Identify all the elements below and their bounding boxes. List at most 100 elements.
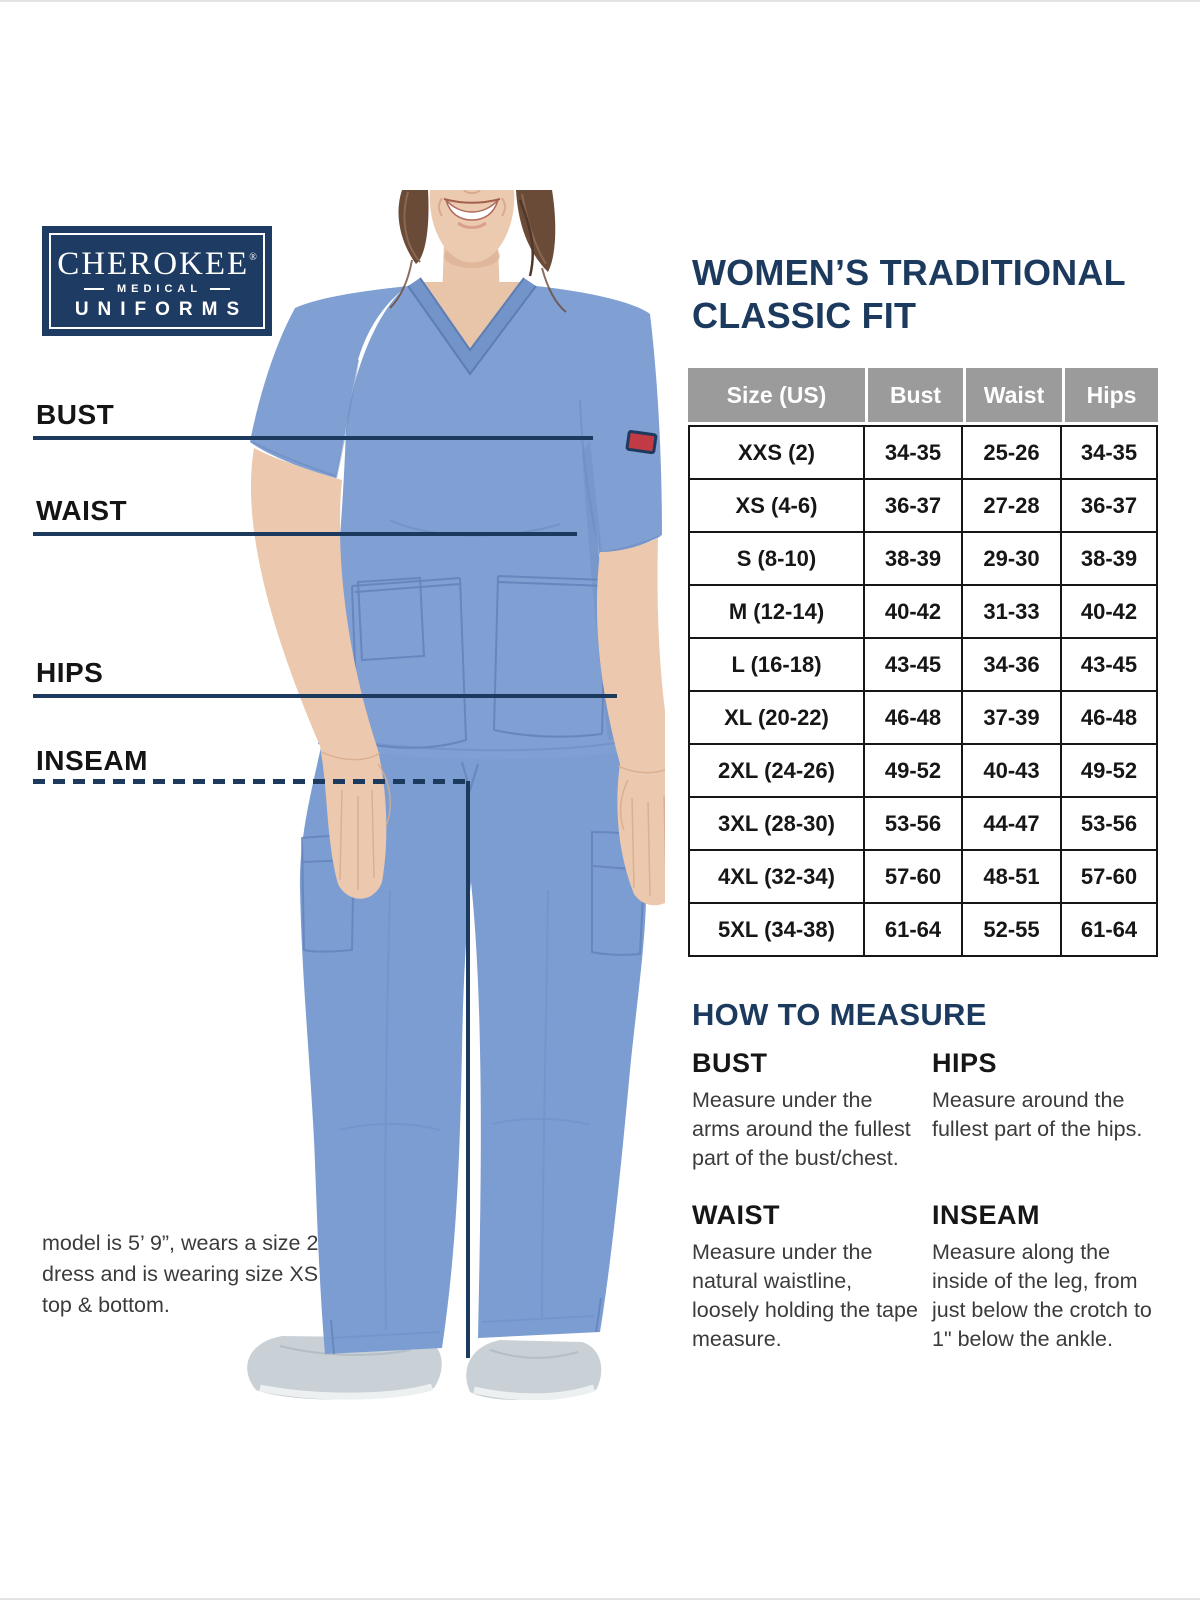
logo-dash-right (210, 287, 231, 290)
measurement-cell: 31-33 (963, 586, 1062, 639)
head-and-neck (398, 190, 556, 368)
measurement-cell: 43-45 (1062, 639, 1158, 692)
column-header: Bust (865, 368, 963, 425)
measure-item-text: Measure along the inside of the leg, fro… (932, 1240, 1152, 1351)
size-cell: 5XL (34-38) (688, 904, 865, 957)
bust-label: BUST (36, 399, 115, 430)
measurement-cell: 61-64 (1062, 904, 1158, 957)
measure-item-text: Measure around the fullest part of the h… (932, 1088, 1143, 1141)
waist-label: WAIST (36, 495, 128, 526)
measurement-cell: 29-30 (963, 533, 1062, 586)
size-cell: XS (4-6) (688, 480, 865, 533)
column-header: Waist (963, 368, 1062, 425)
measure-item-label: BUST (692, 1048, 768, 1078)
inseam-dashed-line (33, 779, 470, 784)
sneakers (247, 1336, 602, 1400)
waist-guide-line (33, 532, 577, 536)
measurement-cell: 44-47 (963, 798, 1062, 851)
measurement-cell: 40-42 (865, 586, 963, 639)
measurement-cell: 36-37 (1062, 480, 1158, 533)
measure-item-hips: HIPS Measure around the fullest part of … (932, 1048, 1162, 1173)
scrub-pants (299, 742, 648, 1355)
measurement-cell: 34-36 (963, 639, 1062, 692)
size-cell: XXS (2) (688, 425, 865, 480)
measurement-cell: 25-26 (963, 425, 1062, 480)
inseam-vertical-line (466, 781, 470, 1358)
table-row: L (16-18) 43-45 34-36 43-45 (688, 639, 1158, 692)
model-note: model is 5’ 9”, wears a size 2 dress and… (42, 1228, 318, 1321)
size-cell: S (8-10) (688, 533, 865, 586)
table-row: 2XL (24-26) 49-52 40-43 49-52 (688, 745, 1158, 798)
model-photo (90, 190, 665, 1400)
measure-item-waist: WAIST Measure under the natural waistlin… (692, 1200, 932, 1354)
measurement-cell: 43-45 (865, 639, 963, 692)
sleeve-logo-patch (625, 430, 658, 455)
bottom-hairline (0, 1598, 1200, 1600)
logo-border (49, 233, 265, 329)
size-cell: 4XL (32-34) (688, 851, 865, 904)
measure-item-text: Measure under the arms around the fulles… (692, 1088, 911, 1170)
table-row: 3XL (28-30) 53-56 44-47 53-56 (688, 798, 1158, 851)
measurement-cell: 46-48 (1062, 692, 1158, 745)
measurement-cell: 40-43 (963, 745, 1062, 798)
table-row: S (8-10) 38-39 29-30 38-39 (688, 533, 1158, 586)
column-header: Size (US) (688, 368, 865, 425)
measurement-cell: 61-64 (865, 904, 963, 957)
measure-item-label: WAIST (692, 1200, 780, 1230)
measure-item-label: HIPS (932, 1048, 998, 1078)
model-illustration (247, 190, 665, 1400)
model-note-line3: top & bottom. (42, 1293, 170, 1317)
measure-item-text: Measure under the natural waistline, loo… (692, 1240, 918, 1351)
page-title-line1: WOMEN’S TRADITIONAL (692, 252, 1126, 293)
v-neck-band (408, 278, 536, 374)
measure-item-inseam: INSEAM Measure along the inside of the l… (932, 1200, 1162, 1354)
measurement-cell: 27-28 (963, 480, 1062, 533)
page-title: WOMEN’S TRADITIONAL CLASSIC FIT (692, 251, 1126, 337)
size-chart-table: Size (US) Bust Waist Hips XXS (2) 34-35 25-26… (688, 368, 1158, 957)
table-row: 5XL (34-38) 61-64 52-55 61-64 (688, 904, 1158, 957)
measurement-cell: 53-56 (865, 798, 963, 851)
size-cell: M (12-14) (688, 586, 865, 639)
measurement-cell: 46-48 (865, 692, 963, 745)
bust-guide-line (33, 436, 593, 440)
measurement-cell: 53-56 (1062, 798, 1158, 851)
brand-logo: CHEROKEE® MEDICAL UNIFORMS (42, 226, 272, 336)
how-to-measure-heading: HOW TO MEASURE (692, 997, 987, 1032)
size-cell: 3XL (28-30) (688, 798, 865, 851)
measure-item-bust: BUST Measure under the arms around the f… (692, 1048, 932, 1173)
size-table-header-row: Size (US) Bust Waist Hips (688, 368, 1158, 425)
measurement-cell: 52-55 (963, 904, 1062, 957)
measurement-cell: 49-52 (1062, 745, 1158, 798)
table-row: 4XL (32-34) 57-60 48-51 57-60 (688, 851, 1158, 904)
measurement-cell: 57-60 (865, 851, 963, 904)
logo-product-line: UNIFORMS (74, 298, 249, 320)
table-row: XXS (2) 34-35 25-26 34-35 (688, 425, 1158, 480)
logo-division: MEDICAL (83, 283, 231, 295)
hair-wisps (389, 259, 567, 313)
measurement-cell: 49-52 (865, 745, 963, 798)
measure-item-label: INSEAM (932, 1200, 1041, 1230)
column-header: Hips (1062, 368, 1158, 425)
measurement-cell: 38-39 (865, 533, 963, 586)
logo-dash-left (83, 287, 104, 290)
registered-mark: ® (249, 251, 257, 263)
table-row: M (12-14) 40-42 31-33 40-42 (688, 586, 1158, 639)
arms (250, 448, 665, 906)
measurement-cell: 57-60 (1062, 851, 1158, 904)
measurement-cell: 48-51 (963, 851, 1062, 904)
page-title-line2: CLASSIC FIT (692, 295, 917, 336)
size-table-body: XXS (2) 34-35 25-26 34-35 XS (4-6) 36-37 27-28… (688, 425, 1158, 957)
table-row: XL (20-22) 46-48 37-39 46-48 (688, 692, 1158, 745)
inseam-label: INSEAM (36, 745, 148, 776)
measurement-cell: 36-37 (865, 480, 963, 533)
hair-left (398, 190, 429, 264)
top-hairline (0, 0, 1200, 2)
table-row: XS (4-6) 36-37 27-28 36-37 (688, 480, 1158, 533)
model-note-line2: dress and is wearing size XS (42, 1262, 319, 1286)
measurement-cell: 37-39 (963, 692, 1062, 745)
measurement-cell: 34-35 (865, 425, 963, 480)
measurement-cell: 40-42 (1062, 586, 1158, 639)
how-to-measure-grid: BUST Measure under the arms around the f… (692, 1048, 1162, 1354)
measurement-cell: 38-39 (1062, 533, 1158, 586)
measurement-cell: 34-35 (1062, 425, 1158, 480)
